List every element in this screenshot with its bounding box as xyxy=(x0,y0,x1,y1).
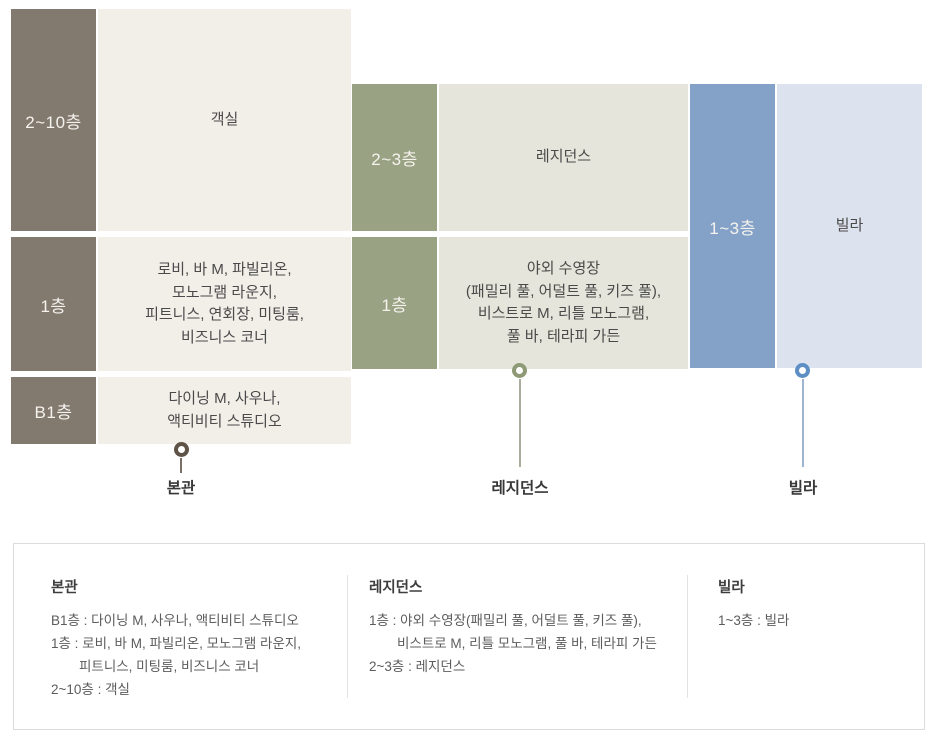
villa-floor-label-1-3: 1~3층 xyxy=(690,84,775,368)
villa-location-marker-icon xyxy=(795,363,810,378)
legend-heading-main: 본관 xyxy=(51,580,78,596)
legend-line: B1층 : 다이닝 M, 사우나, 액티비티 스튜디오 xyxy=(51,613,299,628)
legend-divider xyxy=(347,575,348,698)
residence-callout-label: 레지던스 xyxy=(491,480,549,497)
legend-heading-villa: 빌라 xyxy=(718,580,745,596)
villa-floor-content-1-3: 빌라 xyxy=(777,84,922,368)
villa-callout-label: 빌라 xyxy=(788,480,818,497)
legend-line: 2~10층 : 객실 xyxy=(51,682,130,697)
legend-divider xyxy=(687,575,688,698)
legend-line: 비스트로 M, 리틀 모노그램, 풀 바, 테라피 가든 xyxy=(397,636,657,651)
main-marker-stem xyxy=(180,458,182,473)
main-floor-content-b1: 다이닝 M, 사우나, 액티비티 스튜디오 xyxy=(98,377,351,444)
legend-heading-residence: 레지던스 xyxy=(369,580,423,596)
legend-line: 2~3층 : 레지던스 xyxy=(369,659,466,674)
legend-line: 1층 : 야외 수영장(패밀리 풀, 어덜트 풀, 키즈 풀), xyxy=(369,613,642,628)
residence-floor-content-1: 야외 수영장 (패밀리 풀, 어덜트 풀, 키즈 풀), 비스트로 M, 리틀 … xyxy=(439,237,688,369)
legend-line: 1층 : 로비, 바 M, 파빌리온, 모노그램 라운지, xyxy=(51,636,302,651)
main-floor-label-1: 1층 xyxy=(11,237,96,371)
main-floor-label-2-10: 2~10층 xyxy=(11,9,96,231)
legend-box xyxy=(13,543,925,730)
legend-column-main: 본관 B1층 : 다이닝 M, 사우나, 액티비티 스튜디오 1층 : 로비, … xyxy=(51,576,331,701)
villa-marker-stem xyxy=(802,379,804,467)
legend-column-residence: 레지던스 1층 : 야외 수영장(패밀리 풀, 어덜트 풀, 키즈 풀), 비스… xyxy=(369,576,674,678)
residence-location-marker-icon xyxy=(512,363,527,378)
main-floor-content-2-10: 객실 xyxy=(98,9,351,231)
main-callout-label: 본관 xyxy=(166,480,196,497)
residence-floor-label-1: 1층 xyxy=(352,237,437,369)
main-floor-content-1: 로비, 바 M, 파빌리온, 모노그램 라운지, 피트니스, 연회장, 미팅룸,… xyxy=(98,237,351,371)
main-floor-label-b1: B1층 xyxy=(11,377,96,444)
legend-line: 1~3층 : 빌라 xyxy=(718,613,790,628)
residence-marker-stem xyxy=(519,379,521,467)
residence-floor-label-2-3: 2~3층 xyxy=(352,84,437,231)
legend-line: 피트니스, 미팅룸, 비즈니스 코너 xyxy=(79,659,260,674)
main-location-marker-icon xyxy=(174,442,189,457)
legend-column-villa: 빌라 1~3층 : 빌라 xyxy=(718,576,908,632)
residence-floor-content-2-3: 레지던스 xyxy=(439,84,688,231)
